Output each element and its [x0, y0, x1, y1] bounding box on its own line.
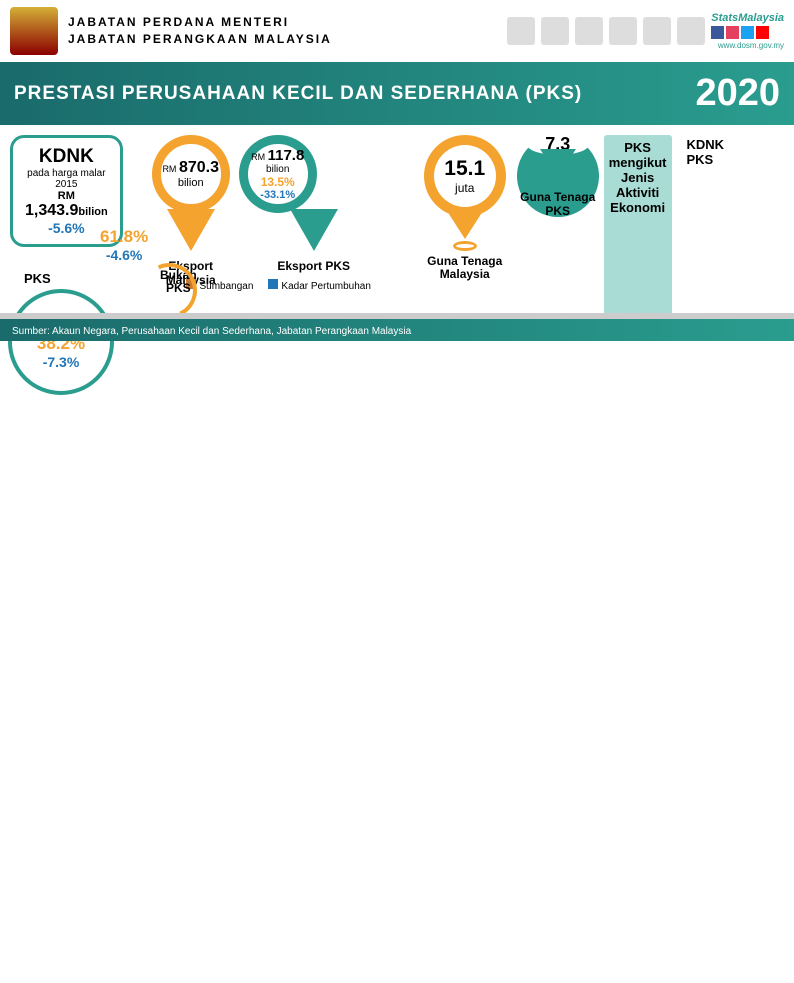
title-year: 2020: [695, 72, 780, 115]
kdnk-title: KDNK: [25, 146, 108, 168]
twitter-icon[interactable]: [741, 26, 754, 39]
instagram-icon[interactable]: [726, 26, 739, 39]
header-text: JABATAN PERDANA MENTERI JABATAN PERANGKA…: [68, 14, 332, 48]
sdg-icon: [575, 17, 603, 45]
kdnk-value: RM 1,343.9bilion: [25, 190, 108, 220]
eksport-pks-marker: RM 117.8 bilion 13.5% -33.1% Eksport PKS…: [239, 135, 389, 331]
kdnk-sub: pada harga malar 2015: [25, 168, 108, 190]
pin-dot-icon: [546, 179, 570, 185]
header-line2: JABATAN PERANGKAAN MALAYSIA: [68, 31, 332, 48]
tenaga-pks-label: Guna TenagaPKS: [520, 191, 595, 217]
qr3-icon: [677, 17, 705, 45]
title-main: PRESTASI PERUSAHAAN KECIL DAN SEDERHANA …: [14, 83, 582, 105]
statistik-icon: [541, 17, 569, 45]
footer: Sumber: Akaun Negara, Perusahaan Kecil d…: [0, 313, 794, 341]
eksport-pks-label: Eksport PKS: [239, 259, 389, 273]
bukan-pks-pct2: -4.6%: [100, 247, 148, 263]
header-line1: JABATAN PERDANA MENTERI: [68, 14, 332, 31]
kdnk-pks-head: KDNK PKS: [677, 135, 735, 331]
eksport-pks-pct1: 13.5%: [261, 175, 295, 189]
section-title: PKS mengikut Jenis Aktiviti Ekonomi: [604, 135, 672, 325]
stats-label: StatsMalaysia: [711, 12, 784, 24]
bukan-pks-pct1: 61.8%: [100, 227, 148, 247]
eksport-my-val: RM 870.3: [162, 159, 219, 177]
youtube-icon[interactable]: [756, 26, 769, 39]
hero-section: KDNK pada harga malar 2015 RM 1,343.9bil…: [0, 125, 794, 341]
pin-tail-icon: [540, 149, 576, 177]
pks-circle: RM 512.8bilion 38.2% -7.3%: [8, 289, 114, 395]
header-icons: StatsMalaysia www.dosm.gov.my: [507, 12, 784, 50]
arrow-down-icon: [167, 209, 215, 251]
arrow-down-icon: [290, 209, 338, 251]
tenaga-pks-marker: 7.3 Guna TenagaPKS: [517, 135, 599, 331]
kdnk-pct: -5.6%: [25, 220, 108, 236]
tenaga-malaysia-marker: 15.1 juta Guna TenagaMalaysia: [424, 135, 506, 331]
title-bar: PRESTASI PERUSAHAAN KECIL DAN SEDERHANA …: [0, 62, 794, 125]
header-url: www.dosm.gov.my: [711, 41, 784, 50]
pin-dot-icon: [453, 241, 477, 251]
pks-pct2: -7.3%: [43, 354, 80, 370]
facebook-icon[interactable]: [711, 26, 724, 39]
kdnk-cat-row: PertanianPembinaanPerkhidmatanPembuatanP…: [739, 135, 794, 328]
qr1-icon: [609, 17, 637, 45]
crest-logo: [10, 7, 58, 55]
eksport-pks-val: RM 117.8: [251, 147, 304, 164]
tenaga-my-label: Guna TenagaMalaysia: [424, 255, 506, 281]
banci-icon: [507, 17, 535, 45]
legend: Sumbangan Kadar Pertumbuhan: [169, 279, 389, 292]
eksport-pks-pct2: -33.1%: [260, 189, 295, 201]
kdnk-box: KDNK pada harga malar 2015 RM 1,343.9bil…: [10, 135, 123, 331]
pks-label: PKS: [24, 271, 51, 286]
qr2-icon: [643, 17, 671, 45]
tenaga-my-val: 15.1: [434, 157, 496, 181]
header: JABATAN PERDANA MENTERI JABATAN PERANGKA…: [0, 0, 794, 62]
